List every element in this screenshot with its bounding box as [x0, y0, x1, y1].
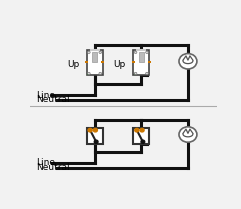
Text: Neutral: Neutral: [36, 96, 69, 104]
Circle shape: [179, 54, 197, 69]
Text: Up: Up: [114, 60, 126, 69]
FancyBboxPatch shape: [133, 50, 149, 75]
FancyBboxPatch shape: [85, 61, 88, 63]
FancyBboxPatch shape: [139, 52, 144, 62]
Text: Up: Up: [67, 60, 79, 69]
Circle shape: [88, 128, 92, 132]
FancyBboxPatch shape: [92, 52, 97, 62]
Text: Neutral: Neutral: [36, 163, 69, 172]
Circle shape: [94, 140, 98, 143]
Circle shape: [146, 51, 148, 54]
Text: Line: Line: [36, 158, 55, 167]
Circle shape: [134, 72, 137, 75]
Circle shape: [134, 51, 137, 54]
Circle shape: [93, 128, 97, 132]
Circle shape: [87, 51, 90, 54]
FancyBboxPatch shape: [87, 128, 102, 144]
Circle shape: [87, 72, 90, 75]
FancyBboxPatch shape: [134, 73, 136, 75]
Circle shape: [135, 128, 139, 132]
FancyBboxPatch shape: [101, 61, 104, 63]
FancyBboxPatch shape: [87, 73, 89, 75]
FancyBboxPatch shape: [132, 61, 135, 63]
Circle shape: [140, 128, 144, 132]
FancyBboxPatch shape: [148, 61, 150, 63]
Circle shape: [99, 72, 101, 75]
FancyBboxPatch shape: [133, 128, 149, 144]
Circle shape: [141, 140, 145, 143]
FancyBboxPatch shape: [87, 50, 102, 75]
Circle shape: [99, 51, 101, 54]
Circle shape: [179, 127, 197, 142]
Circle shape: [146, 72, 148, 75]
Text: Line: Line: [36, 90, 55, 99]
